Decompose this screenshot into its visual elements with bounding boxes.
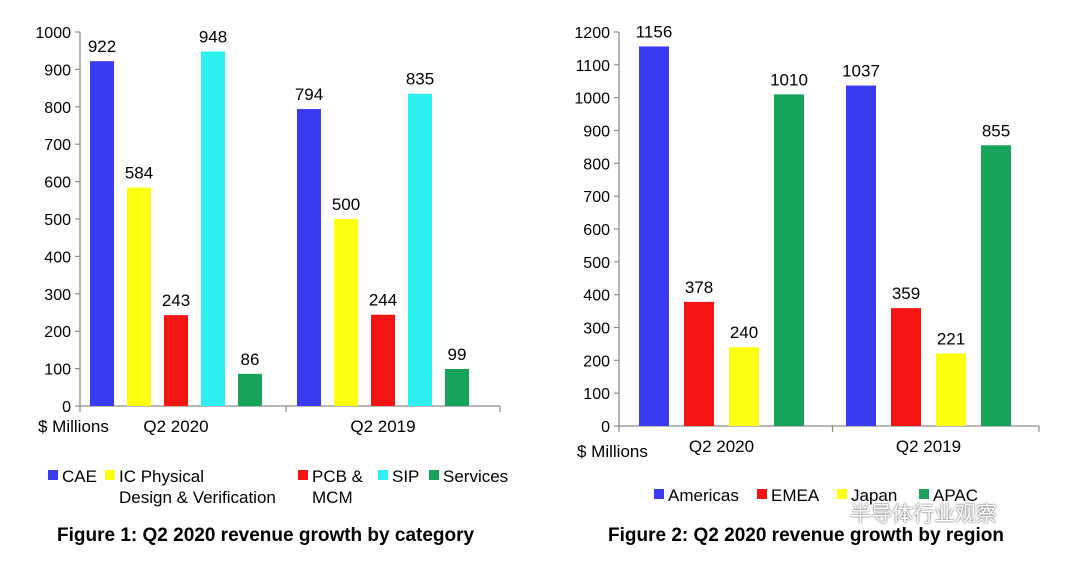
data-label: 244 xyxy=(369,291,397,310)
bar xyxy=(684,301,714,426)
legend-swatch xyxy=(298,470,308,480)
data-label: 584 xyxy=(125,164,153,183)
data-label: 221 xyxy=(937,329,965,348)
legend-label: CAE xyxy=(62,467,97,486)
legend-label: Americas xyxy=(668,486,739,505)
unit-label: $ Millions xyxy=(38,417,109,436)
watermark-text: 半导体行业观察 xyxy=(850,503,997,526)
bar xyxy=(981,145,1011,426)
y-tick-label: 400 xyxy=(583,288,610,305)
y-tick-label: 700 xyxy=(44,137,71,154)
bar xyxy=(774,94,804,426)
legend-label: Design & Verification xyxy=(119,488,276,507)
y-tick-label: 100 xyxy=(44,362,71,379)
data-label: 240 xyxy=(730,323,758,342)
wechat-icon xyxy=(818,503,844,523)
category-label: Q2 2020 xyxy=(143,417,208,436)
bar xyxy=(297,109,321,406)
data-label: 378 xyxy=(685,278,713,297)
y-tick-label: 300 xyxy=(583,321,610,338)
unit-label: $ Millions xyxy=(577,442,648,461)
legend-swatch xyxy=(654,489,664,499)
bar xyxy=(639,46,669,427)
legend-swatch xyxy=(757,489,767,499)
y-tick-label: 500 xyxy=(583,255,610,272)
data-label: 794 xyxy=(295,85,323,104)
bar xyxy=(371,314,395,406)
y-tick-label: 600 xyxy=(44,175,71,192)
y-tick-label: 1000 xyxy=(574,91,610,108)
legend-label: SIP xyxy=(392,467,419,486)
legend-swatch xyxy=(48,470,58,480)
bar xyxy=(201,51,225,407)
data-label: 948 xyxy=(199,27,227,46)
data-label: 99 xyxy=(448,345,467,364)
bar xyxy=(891,308,921,426)
category-label: Q2 2019 xyxy=(896,437,961,456)
y-tick-label: 800 xyxy=(583,156,610,173)
legend-label: EMEA xyxy=(771,486,820,505)
watermark: 半导体行业观察 xyxy=(818,498,997,528)
figure-2-caption: Figure 2: Q2 2020 revenue growth by regi… xyxy=(608,525,1004,546)
legend-label: Services xyxy=(443,467,508,486)
bar xyxy=(127,187,151,406)
figure-1-caption: Figure 1: Q2 2020 revenue growth by cate… xyxy=(57,525,475,546)
data-label: 1156 xyxy=(636,22,673,41)
bar xyxy=(408,93,432,407)
bar xyxy=(238,373,262,406)
y-tick-label: 800 xyxy=(44,100,71,117)
legend-label: Japan xyxy=(851,486,897,505)
y-tick-label: 0 xyxy=(62,399,71,416)
y-tick-label: 600 xyxy=(583,222,610,239)
bar xyxy=(164,315,188,406)
y-tick-label: 900 xyxy=(583,124,610,141)
legend-swatch xyxy=(837,489,847,499)
data-label: 500 xyxy=(332,195,360,214)
data-label: 86 xyxy=(241,350,260,369)
data-label: 359 xyxy=(892,284,920,303)
data-label: 835 xyxy=(406,70,434,89)
category-label: Q2 2020 xyxy=(689,437,754,456)
y-tick-label: 0 xyxy=(601,419,610,436)
y-tick-label: 700 xyxy=(583,189,610,206)
bar xyxy=(936,353,966,426)
legend-label: PCB & xyxy=(312,467,364,486)
legend-swatch xyxy=(105,470,115,480)
legend-swatch xyxy=(378,470,388,480)
bar xyxy=(729,347,759,426)
legend-label: MCM xyxy=(312,488,353,507)
y-tick-label: 400 xyxy=(44,249,71,266)
bar xyxy=(334,219,358,406)
y-tick-label: 500 xyxy=(44,212,71,229)
bar xyxy=(445,368,469,406)
data-label: 922 xyxy=(88,37,116,56)
legend-label: IC Physical xyxy=(119,467,204,486)
y-tick-label: 200 xyxy=(583,353,610,370)
y-tick-label: 900 xyxy=(44,62,71,79)
chart-region: 0 100 200 300 400 500 600 700 800 900 1000 1100 1200… xyxy=(574,22,1040,505)
y-tick-label: 1200 xyxy=(574,25,610,42)
bar xyxy=(846,85,876,426)
y-tick-label: 300 xyxy=(44,287,71,304)
data-label: 855 xyxy=(982,121,1010,140)
data-label: 243 xyxy=(162,291,190,310)
y-tick-label: 1100 xyxy=(576,58,611,75)
y-tick-label: 100 xyxy=(583,386,610,403)
legend-label: APAC xyxy=(933,486,978,505)
data-label: 1037 xyxy=(842,62,880,81)
legend-swatch xyxy=(429,470,439,480)
chart-category: 0 100 200 300 400 500 600 700 800 900 1000 922 584 24… xyxy=(35,25,508,507)
bar xyxy=(90,61,114,407)
legend-swatch xyxy=(919,489,929,499)
y-tick-label: 1000 xyxy=(35,25,71,42)
y-tick-label: 200 xyxy=(44,324,71,341)
category-label: Q2 2019 xyxy=(350,417,415,436)
data-label: 1010 xyxy=(770,70,808,89)
